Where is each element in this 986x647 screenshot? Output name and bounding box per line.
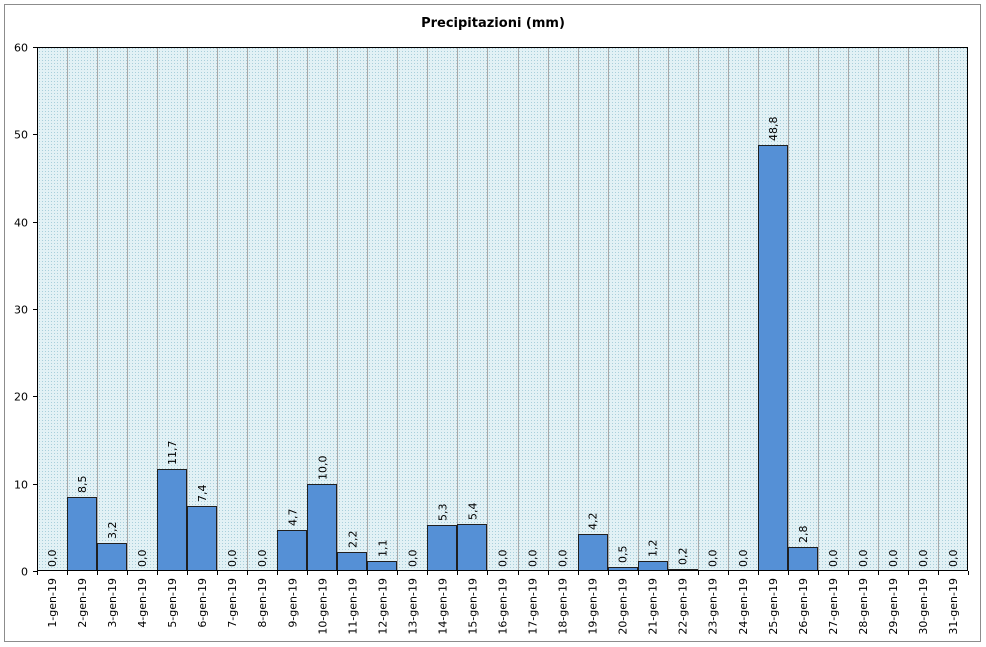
x-tick-label: 22-gen-19 (677, 578, 690, 635)
data-label: 4,2 (587, 513, 600, 531)
y-tick-label: 60 (14, 42, 28, 55)
x-tick-label: 1-gen-19 (46, 578, 59, 628)
data-label: 2,8 (797, 526, 810, 544)
x-tick-label: 11-gen-19 (346, 578, 359, 635)
plot-area (37, 47, 968, 571)
x-tick-label: 4-gen-19 (136, 578, 149, 628)
y-tick-label: 50 (14, 129, 28, 142)
bar (457, 524, 487, 571)
data-label: 7,4 (196, 485, 209, 503)
y-axis: 0 10 20 30 40 50 60 (14, 42, 37, 579)
data-label: 2,2 (346, 531, 359, 549)
bar (758, 145, 788, 571)
data-label: 0,0 (497, 550, 510, 568)
x-tick-label: 27-gen-19 (827, 578, 840, 635)
x-tick-label: 30-gen-19 (917, 578, 930, 635)
bar (157, 469, 187, 571)
data-label: 8,5 (76, 476, 89, 494)
y-tick-label: 10 (14, 479, 28, 492)
x-tick-label: 8-gen-19 (256, 578, 269, 628)
x-tick-label: 16-gen-19 (497, 578, 510, 635)
x-tick-label: 15-gen-19 (466, 578, 479, 635)
data-label: 48,8 (767, 117, 780, 142)
x-tick-label: 12-gen-19 (376, 578, 389, 635)
data-label: 0,0 (857, 550, 870, 568)
data-label: 0,0 (737, 550, 750, 568)
x-tick-label: 26-gen-19 (797, 578, 810, 635)
x-tick-label: 29-gen-19 (887, 578, 900, 635)
bar (367, 561, 397, 571)
data-label: 0,0 (527, 550, 540, 568)
data-label: 0,2 (677, 548, 690, 566)
x-tick-label: 18-gen-19 (557, 578, 570, 635)
data-label: 5,3 (436, 504, 449, 522)
data-label: 0,0 (947, 550, 960, 568)
bar (97, 543, 127, 571)
data-label: 4,7 (286, 509, 299, 527)
data-label: 0,0 (46, 550, 59, 568)
x-tick-label: 25-gen-19 (767, 578, 780, 635)
y-tick-label: 0 (21, 566, 28, 579)
bar (788, 547, 818, 571)
x-tick-label: 9-gen-19 (286, 578, 299, 628)
x-tick-label: 2-gen-19 (76, 578, 89, 628)
x-tick-label: 7-gen-19 (226, 578, 239, 628)
bar (578, 534, 608, 571)
bar (187, 506, 217, 571)
data-label: 1,2 (647, 540, 660, 558)
x-tick-label: 21-gen-19 (647, 578, 660, 635)
bars (67, 145, 818, 571)
x-tick-label: 20-gen-19 (617, 578, 630, 635)
x-tick-label: 19-gen-19 (587, 578, 600, 635)
x-tick-label: 6-gen-19 (196, 578, 209, 628)
data-label: 3,2 (106, 522, 119, 540)
chart-title: Precipitazioni (mm) (421, 16, 565, 31)
x-tick-label: 23-gen-19 (707, 578, 720, 635)
bar (67, 497, 97, 571)
bar (427, 525, 457, 571)
data-label: 0,0 (827, 550, 840, 568)
x-tick-label: 5-gen-19 (166, 578, 179, 628)
x-tick-label: 17-gen-19 (527, 578, 540, 635)
y-tick-label: 40 (14, 217, 28, 230)
data-label: 0,5 (617, 546, 630, 564)
data-label: 0,0 (887, 550, 900, 568)
data-label: 10,0 (316, 456, 329, 481)
x-tick-label: 10-gen-19 (316, 578, 329, 635)
data-label: 0,0 (406, 550, 419, 568)
data-label: 0,0 (256, 550, 269, 568)
x-tick-label: 28-gen-19 (857, 578, 870, 635)
data-label: 5,4 (466, 503, 479, 521)
data-label: 0,0 (707, 550, 720, 568)
x-tick-label: 13-gen-19 (406, 578, 419, 635)
data-label: 1,1 (376, 540, 389, 558)
x-axis: 1-gen-19 2-gen-19 3-gen-19 4-gen-19 5-gen-19… (37, 571, 969, 635)
y-tick-label: 20 (14, 391, 28, 404)
data-label: 0,0 (226, 550, 239, 568)
x-tick-label: 31-gen-19 (947, 578, 960, 635)
bar (277, 530, 307, 571)
gridlines (67, 47, 939, 571)
bar (307, 484, 337, 571)
bar (337, 552, 367, 571)
bar (638, 561, 668, 571)
data-label: 0,0 (557, 550, 570, 568)
y-tick-label: 30 (14, 304, 28, 317)
x-tick-label: 3-gen-19 (106, 578, 119, 628)
data-labels: 0,0 8,5 3,2 0,0 11,7 7,4 0,0 0,0 4,7 10,0 2,2 1,1 0,… (46, 117, 960, 568)
x-tick-label: 14-gen-19 (436, 578, 449, 635)
data-label: 11,7 (166, 441, 179, 466)
plot-border (37, 47, 968, 571)
data-label: 0,0 (917, 550, 930, 568)
data-label: 0,0 (136, 550, 149, 568)
x-tick-label: 24-gen-19 (737, 578, 750, 635)
